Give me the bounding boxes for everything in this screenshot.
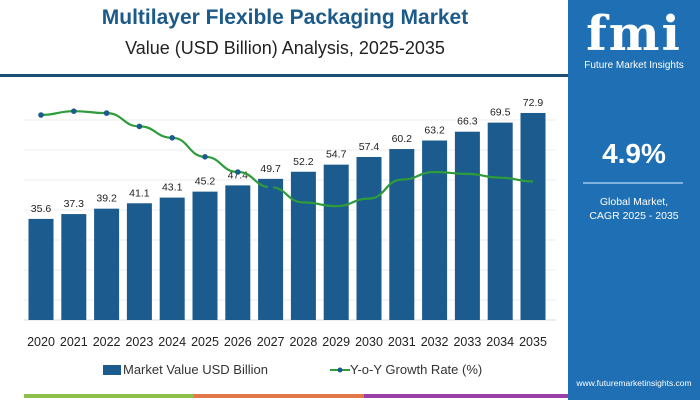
bar [192, 191, 218, 320]
sidebar-panel: fmi Future Market Insights 4.9% Global M… [568, 0, 700, 400]
data-label: 69.5 [490, 107, 511, 119]
legend-line-swatch-icon [330, 367, 350, 372]
growth-point [235, 169, 241, 175]
x-tick-label: 2035 [519, 335, 547, 349]
legend-item-growth-rate: Y-o-Y Growth Rate (%) [330, 362, 482, 377]
title-divider [0, 74, 568, 77]
bar [487, 122, 513, 321]
cagr-value: 4.9% [602, 138, 666, 169]
bar [61, 214, 87, 320]
data-label: 45.2 [195, 176, 216, 188]
data-label: 54.7 [326, 149, 347, 161]
bar [126, 203, 152, 320]
bar [225, 185, 251, 320]
bar [422, 140, 448, 320]
x-tick-label: 2033 [453, 335, 481, 349]
x-tick-label: 2020 [27, 335, 55, 349]
fmi-logo: fmi Future Market Insights [576, 8, 692, 83]
bar [258, 178, 284, 320]
x-tick-label: 2031 [388, 335, 416, 349]
x-tick-label: 2034 [486, 335, 514, 349]
bar [290, 171, 316, 320]
chart-title: Multilayer Flexible Packaging Market [101, 6, 469, 29]
bar [28, 218, 54, 320]
bar [94, 208, 120, 320]
bar [159, 197, 185, 320]
chart-subtitle: Value (USD Billion) Analysis, 2025-2035 [125, 38, 445, 58]
chart-area: 35.6 2020 37.3 2021 39.2 2022 41.1 2023 43.1 2024… [24, 97, 556, 349]
cagr-label-line2: CAGR 2025 - 2035 [589, 210, 679, 222]
bar [323, 164, 349, 320]
growth-point [267, 184, 274, 190]
growth-point [136, 123, 143, 130]
x-tick-label: 2021 [60, 335, 88, 349]
data-label: 60.2 [392, 133, 413, 145]
growth-point [71, 108, 77, 114]
bar [356, 156, 382, 320]
data-label: 63.2 [424, 125, 445, 137]
cagr-label: Global Market, CAGR 2025 - 2035 [568, 195, 700, 223]
bar [454, 131, 480, 320]
legend-bar-swatch-icon [103, 364, 121, 375]
growth-point [38, 112, 44, 118]
data-label: 43.1 [162, 182, 183, 194]
bar [389, 149, 415, 320]
x-tick-label: 2027 [257, 335, 285, 349]
x-tick-label: 2026 [224, 335, 252, 349]
website-link[interactable]: www.futuremarketinsights.com [576, 378, 692, 388]
x-tick-label: 2024 [158, 335, 186, 349]
data-label: 66.3 [457, 116, 478, 128]
bottom-bar-purple [364, 394, 568, 398]
data-label: 35.6 [31, 203, 52, 215]
data-label: 41.1 [129, 187, 150, 199]
bar [520, 112, 546, 321]
x-tick-label: 2028 [289, 335, 317, 349]
x-tick-label: 2025 [191, 335, 219, 349]
data-label: 57.4 [359, 141, 380, 153]
cagr-divider [583, 182, 683, 184]
x-tick-label: 2022 [93, 335, 121, 349]
growth-point [202, 154, 208, 160]
x-tick-label: 2029 [322, 335, 350, 349]
cagr-label-line1: Global Market, [599, 196, 669, 208]
bottom-bar-green [24, 394, 194, 398]
data-label: 39.2 [96, 193, 117, 205]
logo-caption: Future Market Insights [584, 60, 684, 71]
logo-text: fmi [586, 6, 682, 62]
data-label: 72.9 [523, 97, 544, 109]
x-tick-label: 2030 [355, 335, 383, 349]
data-label: 37.3 [64, 198, 85, 210]
data-label: 49.7 [260, 163, 281, 175]
legend-item-market-value: Market Value USD Billion [103, 362, 268, 377]
growth-line [40, 110, 534, 208]
legend-label: Market Value USD Billion [123, 362, 268, 377]
x-tick-label: 2023 [125, 335, 153, 349]
growth-point [103, 110, 110, 116]
bottom-bar-orange [194, 394, 364, 398]
x-tick-label: 2032 [421, 335, 449, 349]
legend-label: Y-o-Y Growth Rate (%) [350, 362, 483, 377]
growth-point [169, 135, 175, 141]
data-label: 52.2 [293, 156, 314, 168]
